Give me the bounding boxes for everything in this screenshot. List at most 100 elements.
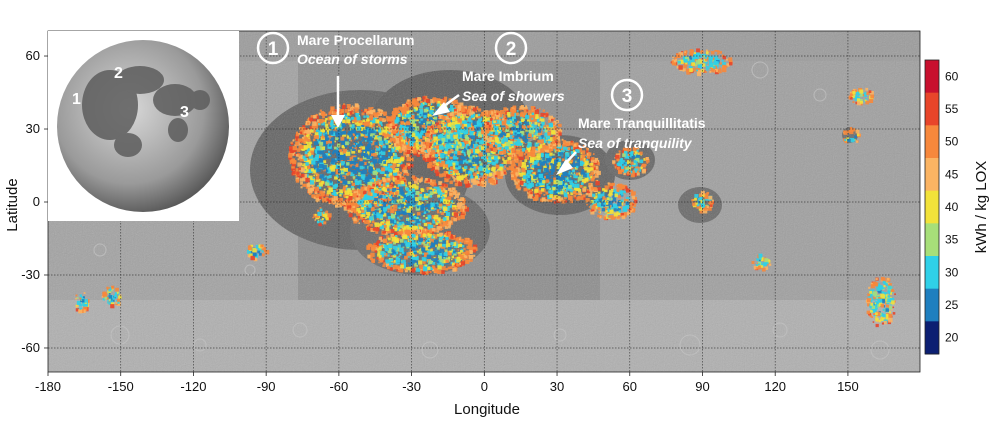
energy-cell [530,183,534,187]
energy-cell [385,156,389,160]
energy-cell [349,124,352,127]
energy-cell [360,150,363,153]
energy-cell [412,237,415,240]
energy-cell [384,159,387,163]
energy-cell [382,147,386,152]
energy-cell [364,139,367,142]
energy-cell [424,250,428,254]
energy-cell [309,117,314,122]
energy-cell [405,144,409,148]
energy-cell [356,116,361,121]
energy-cell [332,184,337,189]
energy-cell [458,238,461,241]
energy-cell [442,190,445,193]
energy-cell [379,210,383,214]
energy-cell [370,196,375,200]
energy-cell [468,168,471,171]
energy-cell [469,138,473,141]
energy-cell [402,265,406,269]
energy-cell [438,181,442,185]
energy-cell [362,197,366,200]
energy-cell [411,131,416,135]
energy-cell [361,204,364,208]
energy-cell [394,224,398,229]
energy-cell [390,229,395,233]
energy-cell [414,115,419,120]
energy-cell [406,149,411,154]
energy-cell [389,137,394,142]
energy-cell [572,190,577,195]
energy-cell [484,119,488,123]
energy-cell [411,219,415,223]
energy-cell [328,199,332,203]
energy-cell [413,215,417,219]
energy-cell [438,260,441,262]
energy-cell [439,187,442,190]
energy-cell [447,250,452,256]
energy-cell [370,157,372,159]
energy-cell [368,123,371,127]
energy-cell [432,261,436,265]
energy-cell [441,270,445,274]
energy-cell [313,181,316,184]
energy-cell [451,212,456,216]
energy-cell [385,204,388,207]
energy-cell [362,125,365,128]
energy-cell [528,184,533,189]
energy-cell [410,259,415,264]
energy-cell [459,102,464,107]
energy-cell [402,198,407,203]
energy-cell [448,256,451,259]
energy-cell [372,119,376,123]
energy-cell [445,243,451,248]
energy-cell [352,204,356,209]
energy-cell [395,137,399,142]
energy-cell [333,196,338,201]
energy-cell [355,142,358,145]
energy-cell [387,181,390,184]
energy-cell [514,168,518,173]
energy-cell [295,131,299,134]
energy-cell [319,195,322,198]
energy-cell [394,197,397,200]
energy-cell [385,264,389,267]
energy-cell [366,224,369,227]
energy-cell [582,144,586,148]
energy-cell [534,188,539,193]
energy-cell [409,142,414,147]
energy-cell [310,115,314,118]
energy-cell [379,149,383,153]
energy-cell [401,135,406,140]
energy-cell [392,133,396,136]
energy-cell [464,205,468,209]
energy-cell [577,147,582,153]
energy-cell [357,186,360,189]
energy-cell [581,150,586,154]
energy-cell [420,102,423,105]
energy-cell [386,123,390,127]
energy-cell [573,160,577,164]
energy-cell [362,177,365,181]
energy-cell [341,155,346,161]
energy-cell [383,135,387,139]
energy-cell [394,168,400,173]
energy-cell [371,213,374,216]
energy-cell [337,154,342,159]
energy-cell [362,213,366,218]
energy-cell [430,245,433,249]
energy-cell [367,182,372,187]
energy-cell [576,197,580,201]
energy-cell [439,232,443,236]
energy-cell [526,180,530,184]
energy-cell [567,195,572,200]
energy-cell [420,118,424,122]
energy-cell [545,191,549,195]
energy-cell [335,198,339,202]
energy-cell [326,190,331,195]
energy-cell [456,258,461,263]
energy-cell [361,131,364,134]
energy-cell [384,189,388,193]
energy-cell [396,143,399,146]
energy-cell [357,189,363,194]
energy-cell [553,179,558,185]
